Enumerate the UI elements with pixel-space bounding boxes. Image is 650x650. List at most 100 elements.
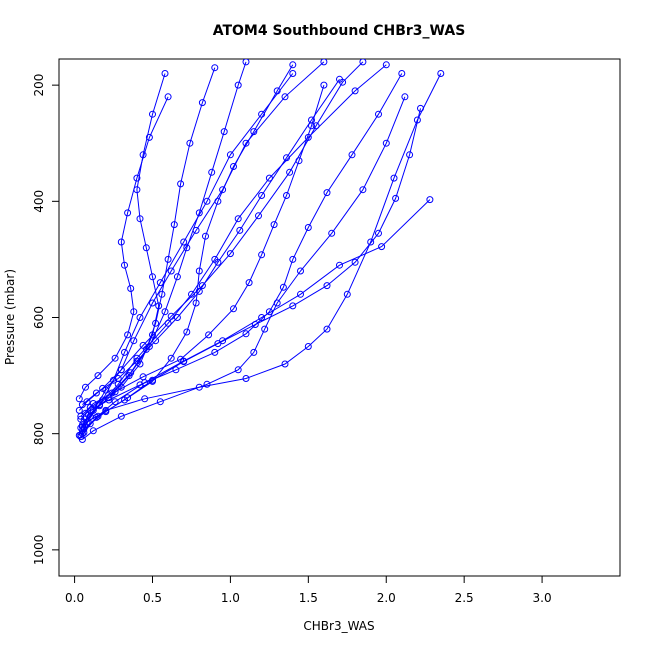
data-point (75, 395, 83, 403)
data-point (398, 70, 406, 77)
data-point (111, 354, 119, 362)
data-point (89, 427, 97, 435)
data-point (136, 215, 144, 223)
data-point (203, 197, 211, 205)
y-axis: 200 400 600 800 1000 (32, 74, 59, 565)
data-point (158, 290, 166, 298)
data-point (136, 314, 144, 321)
data-point (378, 243, 386, 251)
data-point (149, 299, 156, 307)
data-point (161, 308, 169, 316)
series-16 (77, 104, 424, 439)
data-point (130, 308, 138, 316)
data-point (177, 180, 185, 188)
series-10 (80, 70, 169, 426)
data-point (155, 302, 163, 310)
data-point (392, 194, 400, 202)
data-point (351, 87, 359, 95)
data-point (121, 261, 128, 269)
data-point (202, 232, 209, 240)
data-point (127, 285, 135, 292)
data-point (142, 244, 150, 252)
data-point (94, 412, 102, 420)
data-point (208, 168, 216, 176)
data-point (130, 337, 138, 345)
data-point (367, 238, 375, 246)
data-point (258, 314, 266, 321)
data-point (417, 104, 424, 112)
data-point (161, 70, 169, 77)
data-point (195, 209, 203, 217)
data-point (99, 384, 107, 392)
data-point (242, 375, 250, 382)
x-axis-label: CHBr3_WAS (303, 619, 374, 633)
data-point (133, 174, 141, 182)
series-line (80, 73, 294, 437)
y-tick-label: 600 (32, 306, 46, 329)
data-point (351, 258, 359, 266)
data-point (234, 215, 242, 223)
data-point (236, 226, 244, 234)
data-point (149, 110, 156, 118)
data-point (304, 224, 312, 231)
data-point (139, 373, 147, 381)
data-point (234, 366, 242, 374)
data-point (245, 279, 253, 287)
data-point (279, 283, 287, 291)
data-point (281, 360, 289, 368)
data-point (111, 398, 119, 406)
series-line (78, 96, 169, 400)
data-point (323, 325, 331, 333)
data-point (258, 251, 266, 259)
data-point (195, 383, 203, 391)
data-point (219, 186, 227, 194)
data-point (82, 383, 89, 391)
data-point (211, 348, 219, 356)
data-point (289, 302, 297, 310)
series-5 (80, 196, 434, 436)
data-point (80, 418, 88, 426)
data-point (220, 128, 228, 136)
data-point (250, 348, 258, 356)
data-point (198, 99, 206, 107)
data-point (86, 420, 94, 428)
data-point (401, 93, 409, 101)
series-9 (78, 93, 409, 443)
data-point (359, 59, 367, 66)
data-point (289, 61, 297, 69)
data-point (308, 116, 315, 124)
data-point (304, 343, 312, 350)
data-point (124, 209, 132, 217)
y-axis-label: Pressure (mbar) (3, 269, 17, 365)
data-point (343, 290, 351, 298)
data-point (258, 192, 266, 199)
data-point (242, 330, 250, 338)
data-point (234, 81, 242, 89)
data-point (186, 139, 194, 147)
data-point (164, 93, 172, 101)
data-point (336, 75, 343, 83)
data-point (265, 308, 273, 316)
data-point (255, 212, 262, 220)
data-point (170, 221, 178, 229)
series-line (85, 73, 403, 414)
data-point (124, 331, 132, 339)
data-point (250, 128, 258, 136)
data-point (230, 305, 237, 313)
series-line (81, 64, 387, 434)
data-point (382, 61, 390, 69)
data-point (117, 238, 125, 246)
series-line (78, 61, 325, 436)
data-point (152, 337, 160, 345)
data-point (323, 189, 331, 197)
data-point (270, 221, 278, 229)
data-point (295, 157, 303, 165)
data-point (78, 401, 86, 409)
data-point (149, 273, 156, 281)
data-point (297, 267, 304, 275)
data-point (149, 331, 156, 339)
data-point (406, 151, 414, 159)
x-tick-label: 0.5 (143, 591, 162, 605)
data-point (214, 340, 222, 348)
data-point (242, 139, 250, 147)
